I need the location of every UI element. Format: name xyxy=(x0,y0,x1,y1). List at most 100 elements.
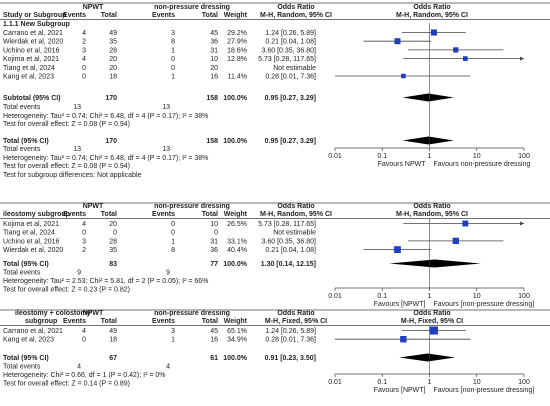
column-header-npwt: NPWT xyxy=(83,310,104,317)
study-weight-square xyxy=(462,56,468,61)
study-total-npwt: 18 xyxy=(109,74,117,81)
study-odds-ratio-ci: 1.24 [0.26, 5.89] xyxy=(265,30,316,37)
study-name: Kang et al, 2023 xyxy=(3,74,54,81)
total-heterogeneity: Heterogeneity: Tau² = 0.74; Chi² = 6.48,… xyxy=(3,155,208,162)
study-events-control: 1 xyxy=(171,238,175,245)
column-header-events-npwt: Events xyxy=(63,12,86,19)
study-weight-square xyxy=(429,326,438,335)
total-weight: 100.0% xyxy=(223,355,248,362)
plot-header-odds-ratio: Odds Ratio xyxy=(413,203,450,210)
study-weight-square xyxy=(400,335,407,343)
x-axis-tick-label: 0.01 xyxy=(328,379,342,386)
total-odds-ratio-ci: 0.91 [0.23, 3.50] xyxy=(265,355,316,362)
column-header-total-npwt: Total xyxy=(101,318,117,325)
column-header-events-npwt: Events xyxy=(63,211,86,218)
study-weight-square xyxy=(394,38,401,45)
total-events-npwt: 13 xyxy=(73,146,81,153)
plot-header-odds-ratio: Odds Ratio xyxy=(413,310,450,317)
study-total-npwt: 49 xyxy=(109,328,117,335)
study-odds-ratio-ci: Not estimable xyxy=(273,230,316,237)
study-weight: 33.1% xyxy=(227,238,247,245)
study-odds-ratio-ci: 5.73 [0.28, 117.65] xyxy=(258,56,316,63)
total-odds-ratio-ci: 0.95 [0.27, 3.29] xyxy=(265,138,316,145)
study-weight: 29.2% xyxy=(227,30,247,37)
total-total-control: 77 xyxy=(210,261,218,268)
total-total-control: 158 xyxy=(206,138,218,145)
study-total-npwt: 20 xyxy=(109,56,117,63)
study-events-control: 0 xyxy=(171,65,175,72)
column-header-weight: Weight xyxy=(224,211,248,218)
study-total-control: 31 xyxy=(210,47,218,54)
favours-control-label: Favours non-pressure dressing xyxy=(434,161,531,168)
study-name: Uchino et al, 2016 xyxy=(3,47,60,54)
column-header-control: non-pressure dressing xyxy=(154,4,230,11)
study-events-npwt: 3 xyxy=(82,47,86,54)
study-events-npwt: 3 xyxy=(82,238,86,245)
subgroup-heading: 1.1.1 New Subgroup xyxy=(3,21,70,28)
plot-header-odds-ratio: Odds Ratio xyxy=(413,4,450,11)
study-total-control: 10 xyxy=(210,56,218,63)
column-header-method: M-H, Random, 95% CI xyxy=(260,211,332,218)
total-diamond xyxy=(389,259,481,268)
column-header-study: Study or Subgroup xyxy=(3,12,66,19)
study-events-npwt: 4 xyxy=(82,221,86,228)
total-weight: 100.0% xyxy=(223,138,248,145)
plot-header-method: M-H, Fixed, 95% CI xyxy=(401,318,463,325)
study-weight-square xyxy=(394,246,401,253)
study-weight-square xyxy=(452,237,459,245)
favours-npwt-label: Favours [NPWT] xyxy=(374,301,426,308)
plot-header-method: M-H, Random, 95% CI xyxy=(396,211,468,218)
study-total-control: 16 xyxy=(210,74,218,81)
column-header-study: ileostomy subgroup xyxy=(3,211,70,218)
column-header-weight: Weight xyxy=(224,318,248,325)
study-total-npwt: 20 xyxy=(109,65,117,72)
subtotal-total-control: 158 xyxy=(206,95,218,102)
total-total-npwt: 170 xyxy=(105,138,117,145)
study-events-npwt: 2 xyxy=(82,39,86,46)
study-odds-ratio-ci: 3.60 [0.35, 36.80] xyxy=(262,238,317,245)
column-header-total-control: Total xyxy=(202,12,218,19)
subtotal-weight: 100.0% xyxy=(223,95,248,102)
x-axis-tick-label: 0.01 xyxy=(328,293,342,300)
study-weight-square xyxy=(453,47,459,53)
study-odds-ratio-ci: 3.60 [0.35, 36.80] xyxy=(262,47,317,54)
study-events-control: 1 xyxy=(171,337,175,344)
column-header-control: non-pressure dressing xyxy=(154,203,230,210)
study-name: Tiang et al, 2024 xyxy=(3,230,55,237)
total-events-control: 4 xyxy=(166,364,170,371)
study-odds-ratio-ci: 0.28 [0.01, 7.36] xyxy=(265,74,316,81)
study-events-npwt: 0 xyxy=(82,65,86,72)
study-odds-ratio-ci: 0.21 [0.04, 1.08] xyxy=(265,39,316,46)
column-header-total-control: Total xyxy=(202,318,218,325)
x-axis-tick-label: 10 xyxy=(473,153,481,160)
study-events-control: 3 xyxy=(171,30,175,37)
total-heterogeneity: Heterogeneity: Chi² = 0.66, df = 1 (P = … xyxy=(3,372,166,379)
column-header-npwt: NPWT xyxy=(83,4,104,11)
subtotal-events-control: 13 xyxy=(162,104,170,111)
total-overall-effect: Test for overall effect: Z = 0.08 (P = 0… xyxy=(3,163,130,170)
study-name: Kojima et al, 2021 xyxy=(3,56,59,63)
study-odds-ratio-ci: 1.24 [0.26, 5.89] xyxy=(265,328,316,335)
study-odds-ratio-ci: 5.73 [0.28, 117.65] xyxy=(258,221,316,228)
study-events-npwt: 2 xyxy=(82,247,86,254)
total-label: Total (95% CI) xyxy=(3,138,49,145)
column-header-total-control: Total xyxy=(202,211,218,218)
subtotal-overall-effect: Test for overall effect: Z = 0.08 (P = 0… xyxy=(3,121,130,128)
subgroup-differences: Test for subgroup differences: Not appli… xyxy=(3,172,142,179)
total-diamond xyxy=(402,136,454,145)
study-odds-ratio-ci: 0.21 [0.04, 1.08] xyxy=(265,247,316,254)
column-header-events-npwt: Events xyxy=(63,318,86,325)
ci-overflow-arrow xyxy=(520,221,524,226)
study-odds-ratio-ci: Not estimable xyxy=(273,65,316,72)
total-events-label: Total events xyxy=(3,146,41,153)
subtotal-odds-ratio-ci: 0.95 [0.27, 3.29] xyxy=(265,95,316,102)
study-weight-square xyxy=(430,29,437,36)
subtotal-diamond xyxy=(402,93,454,102)
column-header-total-npwt: Total xyxy=(101,211,117,218)
study-events-control: 0 xyxy=(171,56,175,63)
study-name: Carrano et al, 2021 xyxy=(3,328,63,335)
x-axis-tick-label: 100 xyxy=(518,379,530,386)
study-total-control: 16 xyxy=(210,337,218,344)
study-name: Wierdak et al, 2020 xyxy=(3,247,63,254)
total-odds-ratio-ci: 1.30 [0.14, 12.15] xyxy=(261,261,316,268)
